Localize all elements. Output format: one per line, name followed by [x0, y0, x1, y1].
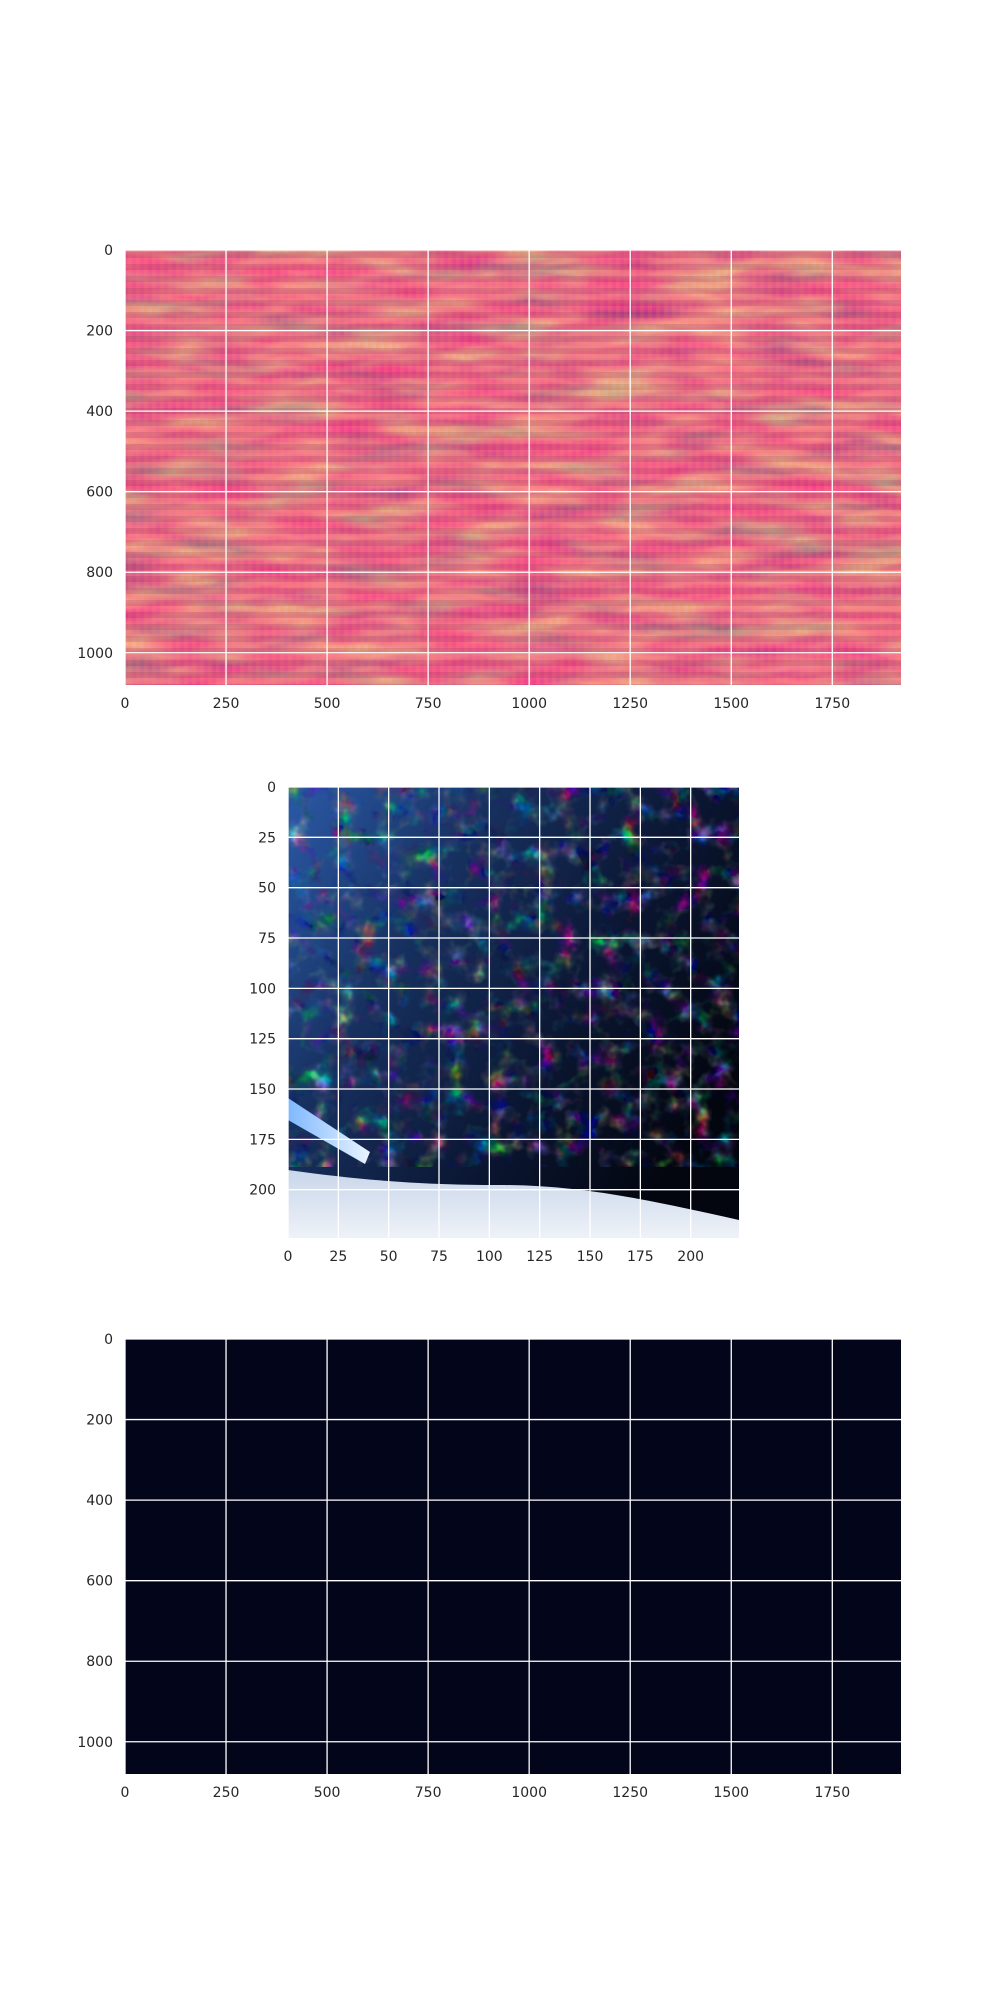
- y-ticks-1: 0 200 400 600 800 1000: [77, 243, 113, 662]
- y-tick-label: 600: [86, 485, 113, 501]
- x-tick-label: 500: [314, 696, 341, 712]
- y-tick-label: 175: [249, 1132, 276, 1148]
- x-tick-label: 1500: [713, 696, 749, 712]
- y-tick-label: 75: [258, 931, 276, 947]
- y-tick-label: 600: [86, 1574, 113, 1590]
- grid-1: [124, 249, 901, 685]
- x-tick-label: 100: [476, 1249, 503, 1265]
- y-tick-label: 200: [86, 324, 113, 340]
- x-tick-label: 0: [121, 696, 130, 712]
- y-tick-label: 25: [258, 830, 276, 846]
- y-tick-label: 200: [86, 1413, 113, 1429]
- x-tick-label: 1750: [814, 696, 850, 712]
- chart-image-2: 0 25 50 75 100 125 150 175 200 0 25 50 75 100 125 150 1…: [249, 780, 739, 1265]
- x-tick-label: 1750: [814, 1785, 850, 1801]
- y-tick-label: 100: [249, 981, 276, 997]
- x-tick-label: 750: [415, 696, 442, 712]
- x-tick-label: 1000: [511, 696, 547, 712]
- x-ticks-1: 0 250 500 750 1000 1250 1500 1750: [121, 696, 851, 712]
- y-ticks-3: 0 200 400 600 800 1000: [77, 1332, 113, 1751]
- x-ticks-3: 0 250 500 750 1000 1250 1500 1750: [121, 1785, 851, 1801]
- y-tick-label: 0: [104, 1332, 113, 1348]
- x-tick-label: 200: [677, 1249, 704, 1265]
- x-tick-label: 25: [329, 1249, 347, 1265]
- x-tick-label: 250: [213, 696, 240, 712]
- x-tick-label: 175: [627, 1249, 654, 1265]
- y-tick-label: 150: [249, 1082, 276, 1098]
- x-tick-label: 1250: [612, 696, 648, 712]
- heatmap-3-image: [125, 1339, 901, 1774]
- y-tick-label: 200: [249, 1183, 276, 1199]
- x-tick-label: 750: [415, 1785, 442, 1801]
- chart-heatmap-3: 0 250 500 750 1000 1250 1500 1750 0 200 400 600 800…: [77, 1332, 901, 1801]
- y-tick-label: 50: [258, 881, 276, 897]
- x-tick-label: 0: [121, 1785, 130, 1801]
- x-ticks-2: 0 25 50 75 100 125 150 175 200: [284, 1249, 705, 1265]
- y-tick-label: 400: [86, 1493, 113, 1509]
- x-tick-label: 150: [577, 1249, 604, 1265]
- x-tick-label: 500: [314, 1785, 341, 1801]
- grid-2: [287, 786, 739, 1238]
- x-tick-label: 1500: [713, 1785, 749, 1801]
- x-tick-label: 0: [284, 1249, 293, 1265]
- x-tick-label: 125: [526, 1249, 553, 1265]
- grid-3: [124, 1338, 901, 1774]
- y-tick-label: 0: [267, 780, 276, 796]
- y-ticks-2: 0 25 50 75 100 125 150 175 200: [249, 780, 276, 1199]
- y-tick-label: 0: [104, 243, 113, 259]
- y-tick-label: 800: [86, 1654, 113, 1670]
- chart-heatmap-1: 0 250 500 750 1000 1250 1500 1750 0 200 400 600 800…: [77, 243, 901, 712]
- x-tick-label: 1250: [612, 1785, 648, 1801]
- x-tick-label: 50: [380, 1249, 398, 1265]
- y-tick-label: 125: [249, 1032, 276, 1048]
- y-tick-label: 400: [86, 404, 113, 420]
- x-tick-label: 75: [430, 1249, 448, 1265]
- x-tick-label: 1000: [511, 1785, 547, 1801]
- y-tick-label: 1000: [77, 1735, 113, 1751]
- y-tick-label: 1000: [77, 646, 113, 662]
- x-tick-label: 250: [213, 1785, 240, 1801]
- y-tick-label: 800: [86, 565, 113, 581]
